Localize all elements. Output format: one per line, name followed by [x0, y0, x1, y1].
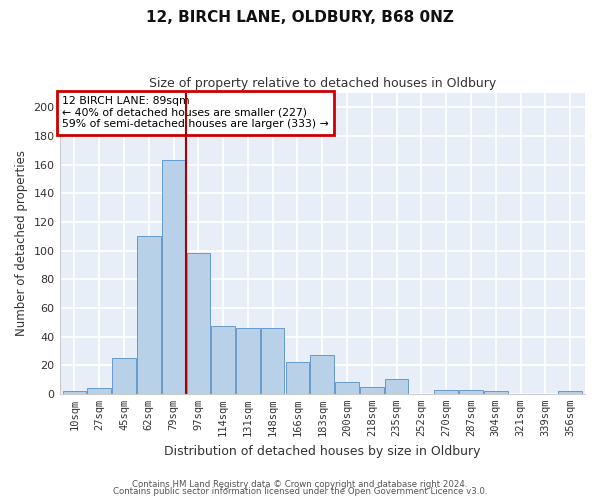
Bar: [385, 380, 409, 394]
Bar: [162, 160, 185, 394]
Bar: [261, 328, 284, 394]
Bar: [88, 388, 111, 394]
Bar: [335, 382, 359, 394]
Text: Contains HM Land Registry data © Crown copyright and database right 2024.: Contains HM Land Registry data © Crown c…: [132, 480, 468, 489]
Bar: [286, 362, 309, 394]
Title: Size of property relative to detached houses in Oldbury: Size of property relative to detached ho…: [149, 78, 496, 90]
Bar: [62, 391, 86, 394]
Bar: [459, 390, 483, 394]
Bar: [112, 358, 136, 394]
Bar: [187, 254, 210, 394]
Bar: [559, 391, 582, 394]
Bar: [211, 326, 235, 394]
Bar: [236, 328, 260, 394]
Y-axis label: Number of detached properties: Number of detached properties: [15, 150, 28, 336]
Bar: [310, 355, 334, 394]
Bar: [137, 236, 161, 394]
Text: 12 BIRCH LANE: 89sqm
← 40% of detached houses are smaller (227)
59% of semi-deta: 12 BIRCH LANE: 89sqm ← 40% of detached h…: [62, 96, 329, 130]
Text: Contains public sector information licensed under the Open Government Licence v3: Contains public sector information licen…: [113, 488, 487, 496]
Bar: [360, 386, 383, 394]
Bar: [484, 391, 508, 394]
Bar: [434, 390, 458, 394]
Text: 12, BIRCH LANE, OLDBURY, B68 0NZ: 12, BIRCH LANE, OLDBURY, B68 0NZ: [146, 10, 454, 25]
X-axis label: Distribution of detached houses by size in Oldbury: Distribution of detached houses by size …: [164, 444, 481, 458]
